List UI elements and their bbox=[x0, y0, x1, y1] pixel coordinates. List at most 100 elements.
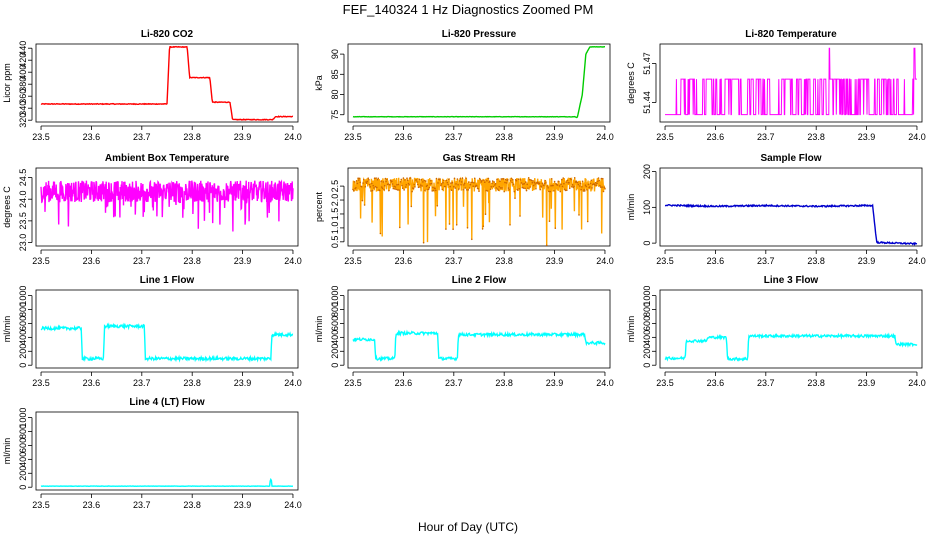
series-line bbox=[664, 203, 918, 246]
x-tick-label: 23.7 bbox=[133, 378, 151, 388]
y-axis-label: ml/min bbox=[314, 316, 324, 343]
plot-frame bbox=[347, 289, 611, 369]
panel-5: Sample Flow 23.5 23.6 23.7 23.8 23.9 24.0 0 100 2… bbox=[626, 153, 926, 266]
x-tick-label: 23.8 bbox=[495, 132, 513, 142]
plot-area bbox=[40, 477, 293, 488]
x-tick-label: 23.8 bbox=[495, 378, 513, 388]
plot-frame bbox=[347, 43, 611, 123]
plot-area bbox=[352, 176, 606, 246]
x-tick-label: 23.9 bbox=[234, 132, 252, 142]
y-tick-label: 400 bbox=[18, 452, 28, 467]
y-tick-label: 1000 bbox=[330, 286, 340, 306]
y-tick-label: 200 bbox=[18, 466, 28, 481]
y-tick-label: 0 bbox=[18, 485, 28, 490]
x-tick-label: 23.9 bbox=[858, 132, 876, 142]
x-tick-label: 23.6 bbox=[395, 256, 413, 266]
plot-frame bbox=[659, 43, 923, 123]
x-tick-label: 23.7 bbox=[133, 500, 151, 510]
y-tick-label: 0 bbox=[642, 241, 652, 246]
series-line bbox=[40, 45, 294, 121]
panel-7: Line 2 Flow 23.5 23.6 23.7 23.8 23.9 24.0 0 2004… bbox=[314, 275, 614, 388]
x-tick-label: 24.0 bbox=[284, 378, 302, 388]
panel-title: Li-820 CO2 bbox=[141, 29, 194, 40]
y-axis-label: Licor ppm bbox=[2, 63, 12, 103]
x-tick-label: 23.7 bbox=[133, 256, 151, 266]
x-tick-label: 23.9 bbox=[546, 378, 564, 388]
plot-frame bbox=[35, 411, 299, 491]
x-tick-label: 23.5 bbox=[344, 256, 362, 266]
y-tick-label: 600 bbox=[642, 316, 652, 331]
x-tick-label: 23.7 bbox=[757, 132, 775, 142]
y-axis-label: degrees C bbox=[626, 62, 636, 104]
x-tick-label: 23.7 bbox=[445, 256, 463, 266]
x-tick-label: 23.5 bbox=[656, 378, 674, 388]
x-tick-label: 23.8 bbox=[807, 378, 825, 388]
y-tick-label: 360 bbox=[18, 89, 28, 104]
x-tick-label: 23.9 bbox=[858, 256, 876, 266]
y-tick-label: 800 bbox=[330, 302, 340, 317]
x-tick-label: 24.0 bbox=[908, 132, 926, 142]
x-tick-label: 23.5 bbox=[32, 256, 50, 266]
y-axis-label: ml/min bbox=[626, 194, 636, 221]
plot-frame bbox=[347, 167, 611, 247]
x-tick-label: 23.6 bbox=[707, 132, 725, 142]
x-tick-label: 23.7 bbox=[757, 256, 775, 266]
series-line bbox=[40, 477, 293, 488]
x-tick-label: 24.0 bbox=[284, 256, 302, 266]
y-tick-label: 800 bbox=[642, 302, 652, 317]
panel-title: Li-820 Pressure bbox=[442, 29, 517, 40]
x-tick-label: 23.5 bbox=[32, 132, 50, 142]
y-tick-label: 90 bbox=[330, 49, 340, 59]
panel-1: Li-820 Pressure 23.5 23.6 23.7 23.8 23.9 24.0 7… bbox=[314, 29, 614, 142]
y-tick-label: 200 bbox=[330, 344, 340, 359]
y-tick-label: 2.5 bbox=[330, 180, 340, 193]
y-axis-label: kPa bbox=[314, 75, 324, 91]
y-tick-label: 1000 bbox=[18, 286, 28, 306]
panel-title: Line 3 Flow bbox=[764, 275, 819, 286]
x-tick-label: 24.0 bbox=[596, 256, 614, 266]
y-tick-label: 24.5 bbox=[18, 169, 28, 187]
y-tick-label: 600 bbox=[18, 438, 28, 453]
y-axis-label: ml/min bbox=[2, 438, 12, 465]
plot-area bbox=[352, 45, 605, 119]
y-tick-label: 51.44 bbox=[642, 91, 652, 114]
y-tick-label: 420 bbox=[18, 53, 28, 68]
y-tick-label: 440 bbox=[18, 41, 28, 56]
x-tick-label: 23.5 bbox=[344, 132, 362, 142]
plot-frame bbox=[659, 167, 923, 247]
x-tick-label: 23.6 bbox=[707, 378, 725, 388]
x-tick-label: 23.9 bbox=[234, 500, 252, 510]
x-tick-label: 23.7 bbox=[445, 378, 463, 388]
x-tick-label: 23.5 bbox=[656, 132, 674, 142]
x-tick-label: 23.8 bbox=[495, 256, 513, 266]
x-tick-label: 23.6 bbox=[707, 256, 725, 266]
y-tick-label: 400 bbox=[18, 330, 28, 345]
figure-title: FEF_140324 1 Hz Diagnostics Zoomed PM bbox=[343, 2, 594, 17]
x-tick-label: 23.5 bbox=[32, 378, 50, 388]
x-tick-label: 23.5 bbox=[344, 378, 362, 388]
series-line bbox=[664, 332, 918, 362]
y-tick-label: 0 bbox=[330, 363, 340, 368]
plot-area bbox=[664, 203, 918, 246]
plot-area bbox=[40, 179, 294, 232]
y-tick-label: 0.5 bbox=[330, 236, 340, 249]
x-tick-label: 23.5 bbox=[32, 500, 50, 510]
y-tick-label: 1000 bbox=[642, 286, 652, 306]
panel-title: Sample Flow bbox=[760, 153, 821, 164]
panel-title: Ambient Box Temperature bbox=[105, 153, 230, 164]
y-tick-label: 1.5 bbox=[330, 208, 340, 221]
y-tick-label: 80 bbox=[330, 90, 340, 100]
x-tick-label: 23.9 bbox=[858, 378, 876, 388]
panel-title: Gas Stream RH bbox=[443, 153, 516, 164]
y-tick-label: 600 bbox=[18, 316, 28, 331]
plot-area bbox=[40, 45, 294, 121]
y-tick-label: 0 bbox=[642, 363, 652, 368]
y-tick-label: 380 bbox=[18, 77, 28, 92]
y-tick-label: 400 bbox=[18, 65, 28, 80]
series-line bbox=[40, 322, 294, 363]
panel-3: Ambient Box Temperature 23.5 23.6 23.7 23.8 2… bbox=[2, 153, 302, 266]
y-tick-label: 200 bbox=[642, 164, 652, 179]
y-tick-label: 400 bbox=[642, 330, 652, 345]
x-tick-label: 23.8 bbox=[183, 256, 201, 266]
plot-frame bbox=[659, 289, 923, 369]
